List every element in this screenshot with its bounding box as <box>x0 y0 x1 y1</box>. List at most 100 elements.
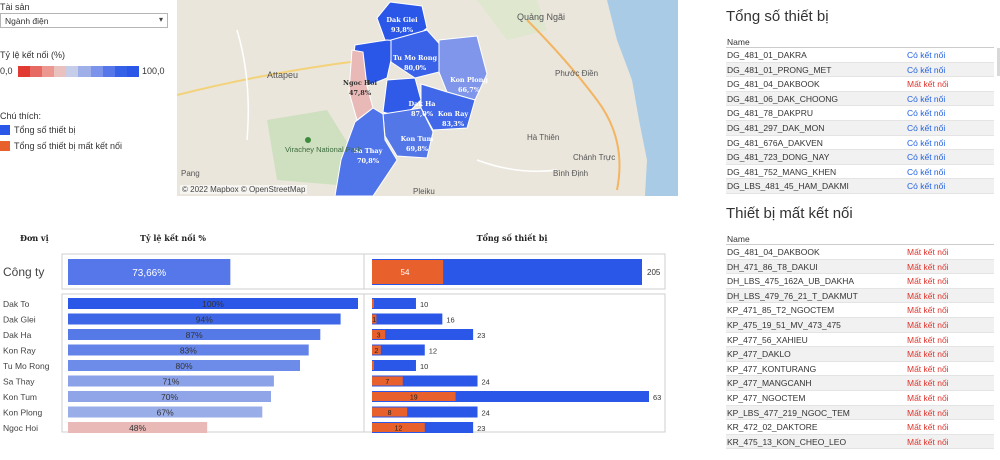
table-row[interactable]: DG_481_297_DAK_MON Có kết nối <box>726 120 994 136</box>
category-label: Sa Thay <box>3 377 35 387</box>
table-row[interactable]: DG_481_78_DAKPRU Có kết nối <box>726 106 994 121</box>
district-label-value: 66,7% <box>458 86 481 94</box>
place-label: Hà Thiên <box>527 133 559 142</box>
table-row[interactable]: KP_471_85_T2_NGOCTEM Mất kết nối <box>726 303 994 318</box>
total-bar <box>372 313 443 325</box>
table-row[interactable]: KP_477_MANGCANH Mất kết nối <box>726 376 994 391</box>
total-label: 10 <box>420 300 428 309</box>
connection-status: Mất kết nối <box>907 247 949 257</box>
district-sa-thay[interactable] <box>334 107 398 196</box>
table-row[interactable]: DG_481_676A_DAKVEN Có kết nối <box>726 136 994 151</box>
table-row[interactable]: DG_481_01_DAKRA Có kết nối <box>726 48 994 63</box>
table-row[interactable]: DG_481_04_DAKBOOK Mất kết nối <box>726 77 994 92</box>
place-label: Chánh Trực <box>573 153 615 162</box>
table-row[interactable]: DG_481_01_PRONG_MET Có kết nối <box>726 62 994 78</box>
table-row[interactable]: KP_477_NGOCTEM Mất kết nối <box>726 391 994 406</box>
total-bar <box>372 344 425 356</box>
total-bar <box>372 329 474 340</box>
table-row[interactable]: DG_481_752_MANG_KHEN Có kết nối <box>726 165 994 180</box>
lost-bar <box>372 299 374 308</box>
device-name: DG_481_04_DAKBOOK <box>727 79 820 90</box>
asset-dropdown-value: Ngành điện <box>5 16 49 26</box>
legend-label: Chú thích: <box>0 111 42 121</box>
ratio-bar <box>68 391 271 402</box>
table-row[interactable]: KP_477_KONTURANG Mất kết nối <box>726 362 994 377</box>
device-name: DG_481_752_MANG_KHEN <box>727 166 837 177</box>
district-label-name: Dak Ha <box>409 100 437 108</box>
connection-status: Mất kết nối <box>907 334 949 345</box>
sea-area <box>607 0 678 196</box>
device-name: KP_477_DAKLO <box>727 349 791 360</box>
road <box>476 159 558 172</box>
lost-bar <box>372 392 456 401</box>
table-row[interactable]: KP_475_19_51_MV_473_475 Mất kết nối <box>726 317 994 333</box>
all-devices-title: Tổng số thiết bị <box>726 8 829 25</box>
company-lost-bar <box>372 260 444 284</box>
category-label: Dak To <box>3 299 30 309</box>
lost-devices-table[interactable]: Name DG_481_04_DAKBOOK Mất kết nối DH_471_… <box>726 233 994 451</box>
total-label: 12 <box>429 347 437 356</box>
legend-label-lost: Tổng số thiết bị mất kết nối <box>14 141 123 151</box>
ratio-label: 94% <box>196 315 213 325</box>
district-label-name: Kon Ray <box>438 110 469 118</box>
total-label: 10 <box>420 362 428 371</box>
district-label-value: 70,8% <box>357 157 380 165</box>
connection-status: Mất kết nối <box>907 319 949 330</box>
ratio-label: 87% <box>186 330 203 340</box>
ratio-label: 70% <box>161 392 178 402</box>
ratio-color-ramp <box>18 66 139 77</box>
ratio-legend-max: 100,0 <box>142 66 165 76</box>
table-row[interactable]: DH_LBS_475_162A_UB_DAKHA Mất kết nối <box>726 274 994 289</box>
table-header[interactable]: Name <box>726 233 994 245</box>
lost-label: 1 <box>372 317 376 324</box>
total-bar <box>372 406 478 418</box>
legend-item-total[interactable]: Tổng số thiết bị <box>0 125 76 135</box>
category-label: Kon Plong <box>3 408 42 418</box>
device-name: KP_477_KONTURANG <box>727 363 817 374</box>
category-label: Kon Ray <box>3 346 36 356</box>
device-name: DG_481_78_DAKPRU <box>727 108 813 119</box>
place-label: Attapeu <box>267 70 298 80</box>
district-map[interactable]: Dak Glei 93,8% Tu Mo Rong 80,0% Ngoc Hoi… <box>177 0 678 196</box>
table-row[interactable]: DG_481_723_DONG_NAY Có kết nối <box>726 150 994 165</box>
asset-dropdown[interactable]: Ngành điện ▾ <box>0 13 168 28</box>
district-label-value: 69,8% <box>406 145 429 153</box>
ratio-bar <box>68 313 341 325</box>
lost-bar <box>372 376 403 386</box>
ratio-bar <box>68 422 208 433</box>
legend-item-lost[interactable]: Tổng số thiết bị mất kết nối <box>0 141 122 151</box>
table-row[interactable]: DG_LBS_481_45_HAM_DAKMI Có kết nối <box>726 179 994 194</box>
table-row[interactable]: KR_472_02_DAKTORE Mất kết nối <box>726 420 994 435</box>
company-ratio-bar <box>68 259 231 285</box>
all-devices-table[interactable]: Name DG_481_01_DAKRA Có kết nối DG_481_01_… <box>726 36 1000 194</box>
device-name: DG_LBS_481_45_HAM_DAKMI <box>727 181 849 192</box>
lost-bar <box>372 314 377 324</box>
connection-status: Mất kết nối <box>907 422 949 433</box>
connection-status: Mất kết nối <box>907 407 949 418</box>
company-lost-label: 54 <box>401 268 410 277</box>
column-header-ratio: Tỷ lệ kết nối % <box>140 233 206 243</box>
connection-status: Mất kết nối <box>907 290 949 301</box>
table-row[interactable]: DH_LBS_479_76_21_T_DAKMUT Mất kết nối <box>726 288 994 304</box>
table-row[interactable]: KR_475_13_KON_CHEO_LEO Mất kết nối <box>726 434 994 450</box>
device-name: KP_471_85_T2_NGOCTEM <box>727 305 835 316</box>
total-label: 16 <box>446 316 454 325</box>
connection-status: Mất kết nối <box>907 305 949 316</box>
map-canvas: Dak Glei 93,8% Tu Mo Rong 80,0% Ngoc Hoi… <box>177 0 678 196</box>
ratio-legend-label: Tỷ lệ kết nối (%) <box>0 50 66 60</box>
scrollbar[interactable] <box>997 48 1000 76</box>
place-label: Quảng Ngãi <box>517 12 565 22</box>
device-name: KP_475_19_51_MV_473_475 <box>727 319 841 330</box>
table-row[interactable]: DH_471_86_T8_DAKUI Mất kết nối <box>726 259 994 275</box>
table-header[interactable]: Name <box>726 36 994 48</box>
connection-status: Mất kết nối <box>907 79 949 90</box>
table-row[interactable]: DG_481_04_DAKBOOK Mất kết nối <box>726 245 994 260</box>
place-label: Virachey National Park <box>285 145 361 154</box>
place-label: Pleiku <box>413 187 435 196</box>
place-label: Phước Điền <box>555 69 598 78</box>
table-row[interactable]: DG_481_06_DAK_CHOONG Có kết nối <box>726 91 994 107</box>
table-row[interactable]: KP_477_DAKLO Mất kết nối <box>726 347 994 362</box>
device-name: DH_471_86_T8_DAKUI <box>727 261 818 272</box>
table-row[interactable]: KP_LBS_477_219_NGOC_TEM Mất kết nối <box>726 405 994 421</box>
table-row[interactable]: KP_477_56_XAHIEU Mất kết nối <box>726 333 994 348</box>
